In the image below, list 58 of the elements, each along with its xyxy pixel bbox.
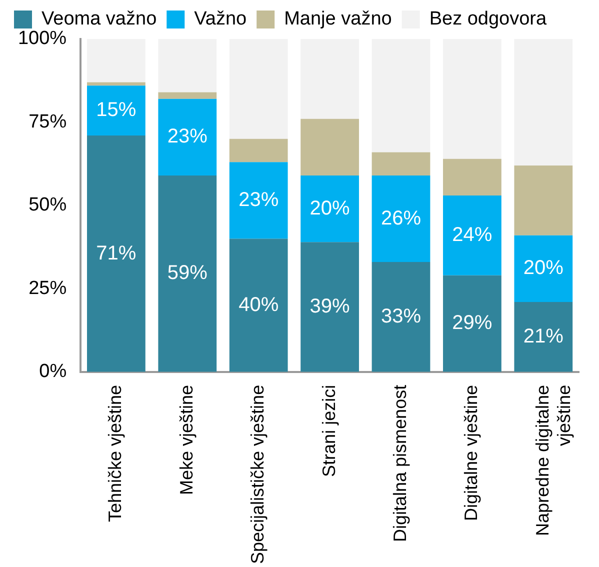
bar bbox=[372, 176, 430, 262]
bar bbox=[514, 235, 573, 302]
bar bbox=[514, 39, 573, 166]
bar bbox=[443, 158, 502, 196]
bar bbox=[514, 166, 573, 236]
data-label: 15% bbox=[96, 99, 136, 122]
legend-label: Manje važno bbox=[284, 8, 392, 30]
data-label: 26% bbox=[380, 207, 422, 230]
bar bbox=[300, 118, 359, 176]
y-tick-label: 0% bbox=[39, 361, 67, 382]
bar bbox=[514, 302, 573, 372]
data-label: 29% bbox=[452, 312, 492, 334]
y-tick-label: 50% bbox=[28, 194, 67, 216]
data-label: 71% bbox=[96, 242, 136, 264]
bar bbox=[229, 162, 288, 239]
legend-label: Važno bbox=[194, 8, 247, 30]
data-label: 24% bbox=[452, 224, 492, 246]
bar bbox=[443, 195, 502, 276]
bar bbox=[300, 176, 359, 242]
data-label: 40% bbox=[238, 294, 279, 316]
x-tick-label: Meke vještine bbox=[176, 384, 196, 495]
data-label: 23% bbox=[167, 126, 208, 148]
bar bbox=[300, 242, 359, 372]
data-label: 59% bbox=[167, 262, 208, 284]
x-tick-label: Specijalističke vještine bbox=[248, 384, 268, 564]
data-label: 39% bbox=[310, 296, 350, 318]
data-label: 20% bbox=[523, 257, 564, 280]
data-label: 21% bbox=[523, 325, 564, 348]
bar bbox=[372, 262, 430, 372]
bar bbox=[87, 39, 146, 82]
bar bbox=[158, 92, 217, 99]
bar bbox=[158, 98, 217, 176]
bar bbox=[87, 82, 146, 86]
bar bbox=[372, 39, 430, 152]
y-tick-label: 25% bbox=[28, 278, 67, 299]
x-tick-label: Strani jezici bbox=[318, 384, 339, 477]
data-label: 23% bbox=[238, 188, 279, 211]
bar bbox=[443, 39, 502, 159]
bar bbox=[87, 136, 146, 372]
y-tick-label: 100% bbox=[18, 28, 67, 50]
legend-label: Bez odgovora bbox=[429, 8, 548, 30]
bar bbox=[443, 275, 502, 372]
bar bbox=[229, 138, 288, 162]
x-tick-label: Digitalna pismenost bbox=[390, 384, 410, 542]
y-tick-label: 75% bbox=[28, 111, 67, 132]
legend-label: Veoma važno bbox=[42, 8, 157, 30]
bar bbox=[158, 176, 217, 372]
bar bbox=[158, 39, 217, 92]
bar bbox=[372, 152, 430, 176]
bar bbox=[300, 39, 359, 119]
data-label: 33% bbox=[380, 306, 422, 328]
data-label: 20% bbox=[310, 197, 350, 220]
bar bbox=[229, 238, 288, 372]
x-tick-label: Napredne digitalne vještine bbox=[532, 384, 574, 536]
x-tick-label: Tehničke vještine bbox=[105, 384, 126, 522]
bar bbox=[229, 39, 288, 139]
x-tick-label: Digitalne vještine bbox=[461, 384, 482, 521]
bar bbox=[87, 86, 146, 136]
